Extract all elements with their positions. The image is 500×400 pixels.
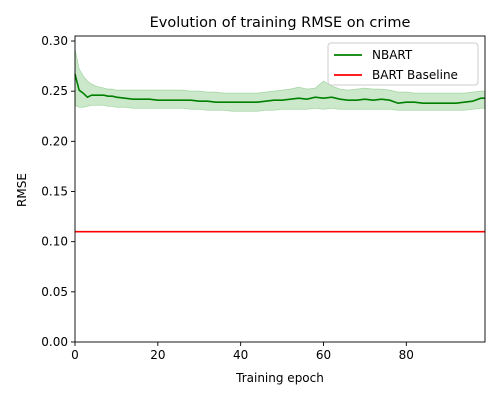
legend: NBART BART Baseline xyxy=(327,42,479,86)
x-axis-label: Training epoch xyxy=(235,371,324,385)
y-tick-label: 0.00 xyxy=(41,335,68,349)
x-tick-label: 80 xyxy=(399,348,414,362)
y-tick-label: 0.20 xyxy=(41,134,68,148)
y-axis: 0.00 0.05 0.10 0.15 0.20 0.25 0.30 xyxy=(41,34,75,349)
plot-area xyxy=(74,35,486,343)
series-line-0 xyxy=(74,73,485,105)
legend-label-1: BART Baseline xyxy=(372,68,458,82)
x-axis: 0 20 40 60 80 xyxy=(71,342,414,362)
x-tick-label: 0 xyxy=(71,348,79,362)
y-tick-label: 0.25 xyxy=(41,84,68,98)
x-tick-label: 40 xyxy=(233,348,248,362)
legend-label-0: NBART xyxy=(372,48,413,62)
y-tick-label: 0.30 xyxy=(41,34,68,48)
y-axis-label: RMSE xyxy=(15,173,29,207)
y-tick-label: 0.05 xyxy=(41,285,68,299)
y-tick-label: 0.10 xyxy=(41,235,68,249)
x-tick-label: 20 xyxy=(150,348,165,362)
plot-frame xyxy=(74,35,486,343)
chart-title: Evolution of training RMSE on crime xyxy=(150,15,411,31)
x-tick-label: 60 xyxy=(316,348,331,362)
y-tick-label: 0.15 xyxy=(41,185,68,199)
legend-box xyxy=(327,42,479,86)
